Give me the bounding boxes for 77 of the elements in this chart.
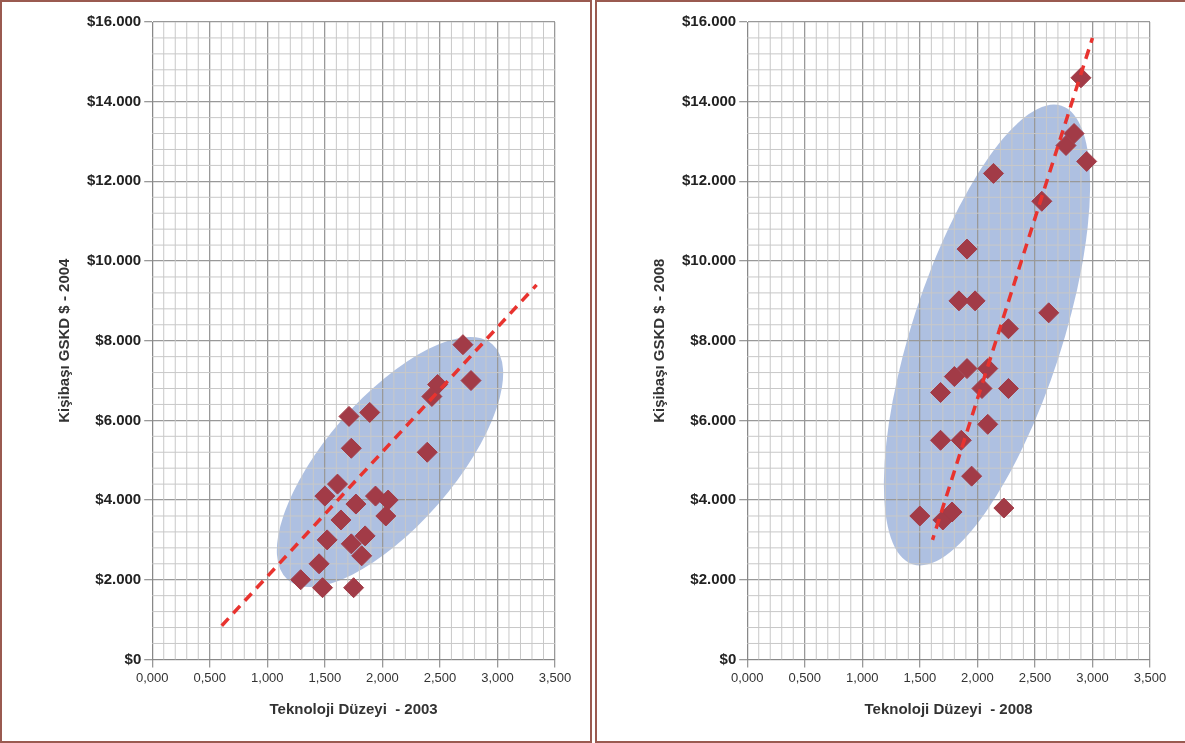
y-tick-label: $2.000 — [95, 569, 142, 587]
point — [312, 577, 334, 599]
y-tick-label: $14.000 — [86, 91, 142, 109]
point — [338, 405, 360, 427]
point — [948, 290, 970, 312]
y-tick-label: $10.000 — [86, 251, 142, 269]
y-tick-label: $8.000 — [95, 330, 142, 348]
x-tick-label: 3,000 — [481, 669, 514, 685]
point — [977, 413, 999, 435]
point — [1055, 135, 1077, 156]
x-tick-label: 0,000 — [730, 669, 764, 685]
point — [364, 485, 386, 507]
y-tick-label: $10.000 — [681, 251, 737, 269]
point — [941, 501, 963, 523]
x-tick-label: 0,500 — [788, 669, 822, 685]
point — [375, 505, 397, 527]
point — [460, 370, 482, 392]
x-tick-label: 0,500 — [193, 669, 227, 685]
point — [340, 437, 362, 459]
point — [359, 401, 381, 423]
point — [316, 529, 338, 551]
x-tick-label: 2,500 — [1018, 669, 1052, 685]
x-tick-label: 2,500 — [423, 669, 457, 685]
point — [314, 485, 336, 507]
point — [416, 441, 438, 463]
point — [956, 238, 978, 260]
x-tick-label: 1,000 — [251, 669, 284, 685]
y-tick-label: $6.000 — [690, 410, 737, 428]
point — [330, 509, 352, 531]
y-tick-label: $4.000 — [690, 490, 737, 508]
x-tick-label: 3,000 — [1076, 669, 1109, 685]
point — [327, 473, 348, 495]
y-tick-label: $6.000 — [95, 410, 142, 428]
y-tick-label: $0 — [719, 649, 737, 667]
x-tick-label: 3,500 — [538, 669, 572, 685]
point — [377, 489, 399, 511]
y-tick-label: $14.000 — [681, 91, 737, 109]
y-axis-title: Kişibaşı GSKD $ - 2004 — [55, 257, 73, 423]
point — [943, 366, 965, 388]
point — [340, 533, 362, 555]
point — [343, 577, 365, 599]
point — [993, 497, 1015, 519]
point — [909, 505, 931, 527]
point — [964, 290, 986, 312]
y-tick-label: $0 — [124, 649, 142, 667]
point — [308, 553, 330, 575]
point — [1076, 150, 1098, 172]
point — [1038, 302, 1060, 324]
y-tick-label: $4.000 — [95, 490, 142, 508]
y-tick-label: $16.000 — [86, 12, 142, 30]
point — [956, 358, 978, 380]
x-tick-label: 1,500 — [903, 669, 937, 685]
x-tick-label: 2,000 — [961, 669, 994, 685]
x-tick-label: 0,000 — [135, 669, 169, 685]
point — [997, 378, 1019, 400]
y-tick-label: $8.000 — [690, 330, 737, 348]
point — [930, 381, 952, 403]
x-tick-label: 3,500 — [1133, 669, 1167, 685]
y-tick-label: $12.000 — [86, 171, 142, 189]
y-axis-title: Kişibaşı GSKD $ - 2008 — [650, 258, 668, 423]
y-tick-label: $12.000 — [681, 171, 737, 189]
y-tick-label: $16.000 — [681, 12, 737, 30]
point — [452, 334, 474, 356]
x-axis-title: Teknoloji Düzeyi - 2008 — [864, 700, 1033, 718]
point — [930, 429, 952, 451]
x-tick-label: 1,000 — [846, 669, 879, 685]
point — [354, 525, 376, 547]
point — [345, 493, 367, 515]
point — [290, 569, 312, 591]
x-tick-label: 1,500 — [308, 669, 342, 685]
point — [961, 465, 983, 487]
point — [982, 162, 1004, 184]
point — [1063, 123, 1085, 145]
y-tick-label: $2.000 — [690, 569, 737, 587]
x-tick-label: 2,000 — [366, 669, 399, 685]
point — [351, 545, 373, 567]
x-axis-title: Teknoloji Düzeyi - 2003 — [269, 700, 438, 718]
